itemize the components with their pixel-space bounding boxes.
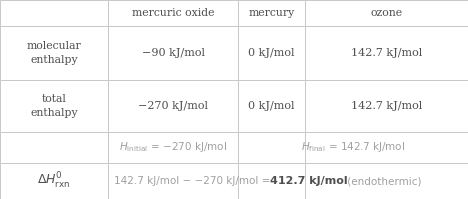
Bar — [0, 0, 108, 26]
Text: $\mathit{H}_{\rm final}$ = 142.7 kJ/mol: $\mathit{H}_{\rm final}$ = 142.7 kJ/mol — [301, 140, 405, 154]
Text: ozone: ozone — [371, 8, 402, 18]
Bar — [305, 80, 468, 132]
Bar — [238, 80, 305, 132]
Bar — [238, 163, 305, 199]
Bar — [108, 80, 238, 132]
Bar — [238, 0, 305, 26]
Bar — [0, 132, 108, 163]
Bar — [0, 26, 108, 80]
Bar — [108, 26, 238, 80]
Text: total
enthalpy: total enthalpy — [30, 94, 78, 118]
Bar — [305, 26, 468, 80]
Bar — [108, 132, 238, 163]
Text: molecular
enthalpy: molecular enthalpy — [27, 41, 81, 65]
Text: 0 kJ/mol: 0 kJ/mol — [248, 101, 295, 111]
Bar — [108, 0, 238, 26]
Text: $\Delta H^0_{\rm rxn}$: $\Delta H^0_{\rm rxn}$ — [37, 171, 71, 191]
Bar — [108, 163, 238, 199]
Bar — [238, 26, 305, 80]
Text: −90 kJ/mol: −90 kJ/mol — [141, 48, 205, 58]
Text: 142.7 kJ/mol − −270 kJ/mol =: 142.7 kJ/mol − −270 kJ/mol = — [114, 176, 274, 186]
Text: (endothermic): (endothermic) — [344, 176, 422, 186]
Bar — [0, 80, 108, 132]
Bar — [238, 132, 305, 163]
Text: 412.7 kJ/mol: 412.7 kJ/mol — [270, 176, 348, 186]
Text: 0 kJ/mol: 0 kJ/mol — [248, 48, 295, 58]
Bar — [305, 132, 468, 163]
Text: mercuric oxide: mercuric oxide — [132, 8, 214, 18]
Bar — [0, 163, 108, 199]
Text: $\mathit{H}_{\rm initial}$ = −270 kJ/mol: $\mathit{H}_{\rm initial}$ = −270 kJ/mol — [119, 140, 227, 154]
Bar — [305, 163, 468, 199]
Bar — [305, 0, 468, 26]
Text: mercury: mercury — [249, 8, 295, 18]
Text: 142.7 kJ/mol: 142.7 kJ/mol — [351, 48, 422, 58]
Text: 142.7 kJ/mol: 142.7 kJ/mol — [351, 101, 422, 111]
Text: −270 kJ/mol: −270 kJ/mol — [138, 101, 208, 111]
